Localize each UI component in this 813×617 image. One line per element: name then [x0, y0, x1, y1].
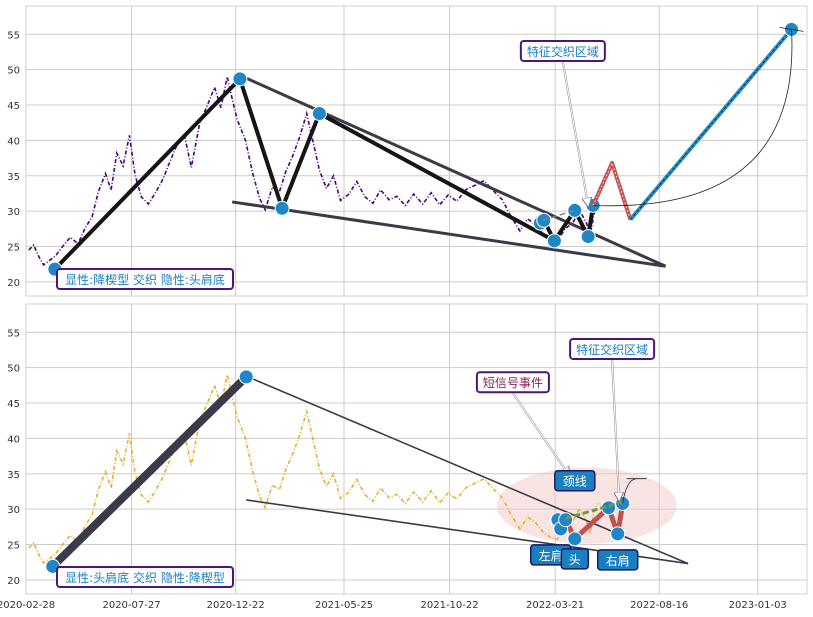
- pivot-marker: [567, 531, 583, 547]
- callout-label: 特征交织区域: [527, 44, 599, 59]
- plot-area: [25, 5, 808, 297]
- callout-label: 特征交织区域: [576, 342, 648, 357]
- y-tick-label: 40: [7, 136, 20, 147]
- pivot-marker: [274, 200, 290, 216]
- y-tick-label: 55: [7, 30, 20, 41]
- x-tick-label: 2020-07-27: [102, 600, 160, 611]
- pattern-label-box: [56, 566, 234, 588]
- neckline-line: [565, 500, 624, 520]
- y-tick-label: 30: [7, 505, 20, 516]
- y-tick-label: 45: [7, 101, 20, 112]
- pattern-annotation-label: 左肩: [539, 548, 563, 563]
- callout-label: 短信号事件: [483, 376, 543, 390]
- pivot-marker: [232, 71, 248, 87]
- pivot-marker: [610, 526, 626, 542]
- x-tick-label: 2021-05-25: [315, 600, 373, 611]
- impulse-line: [49, 374, 249, 570]
- callout-box: [519, 39, 606, 62]
- pattern-annotation-label: 头: [569, 553, 581, 567]
- panel-bottom: 20 25 30 35 40 45 50 55 2020-02-28 2020-07-27 2020…: [0, 303, 808, 611]
- y-tick-label: 50: [7, 66, 20, 77]
- y-tick-label: 35: [7, 172, 20, 183]
- x-tick-label: 2021-10-22: [421, 600, 479, 611]
- pattern-annotation-box: [560, 548, 590, 570]
- callout-arrow-inner: [562, 61, 589, 206]
- forecast-red-line: [591, 161, 633, 221]
- y-tick-label: 20: [7, 576, 20, 587]
- y-tick-label: 45: [7, 399, 20, 410]
- pattern-annotation-box: [596, 549, 639, 571]
- pattern-label: 显性:降楔型 交织 隐性:头肩底: [65, 272, 225, 287]
- x-tick-label: 2022-08-16: [630, 600, 688, 611]
- pattern-label-box: [56, 268, 234, 290]
- y-tick-label: 40: [7, 434, 20, 445]
- y-tick-label: 25: [7, 242, 20, 253]
- pattern-annotation-box: [554, 469, 596, 492]
- projection-arc: [593, 29, 793, 207]
- neckline-line: [542, 209, 576, 222]
- y-tick-label: 55: [7, 328, 20, 339]
- x-tick-label: 2023-01-03: [729, 600, 787, 611]
- x-tick-label: 2020-02-28: [0, 600, 55, 611]
- pivot-marker: [238, 369, 254, 385]
- target-tick: [779, 26, 804, 32]
- intertwine-zone-highlight: [496, 467, 677, 544]
- x-tick-label: 2020-12-22: [207, 600, 265, 611]
- callout-box: [569, 337, 656, 360]
- wedge-boundary-line: [231, 200, 666, 268]
- y-tick-label: 20: [7, 278, 20, 289]
- y-tick-label: 25: [7, 540, 20, 551]
- y-tick-label: 35: [7, 470, 20, 481]
- price-line: [28, 76, 599, 267]
- pivot-marker: [580, 229, 596, 245]
- pattern-annotation-label: 颈线: [563, 475, 587, 489]
- callout-box: [475, 371, 550, 394]
- pivot-marker: [567, 202, 583, 218]
- pivot-marker: [311, 106, 327, 122]
- pattern-annotation-label: 右肩: [606, 553, 630, 568]
- y-tick-label: 50: [7, 364, 20, 375]
- pattern-label: 显性:头肩底 交织 隐性:降楔型: [65, 570, 225, 585]
- pivot-marker: [558, 512, 574, 528]
- price-line: [28, 374, 599, 565]
- x-tick-label: 2022-03-21: [526, 600, 584, 611]
- callout-arrow-inner: [512, 392, 570, 476]
- forecast-blue-inner-dash: [630, 28, 792, 220]
- pivot-marker: [546, 233, 562, 249]
- callout-arrow-inner: [611, 359, 620, 501]
- y-tick-label: 30: [7, 207, 20, 218]
